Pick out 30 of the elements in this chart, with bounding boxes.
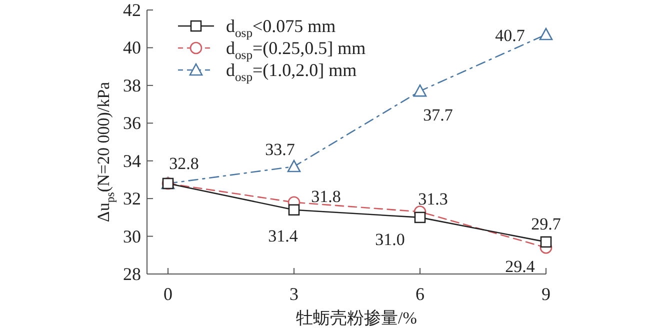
y-tick-label: 40 <box>123 38 141 58</box>
point <box>413 84 427 97</box>
data-label: 31.0 <box>375 230 405 249</box>
y-tick-label: 36 <box>123 113 141 134</box>
x-tick-label: 6 <box>416 284 424 304</box>
data-label: 29.4 <box>505 257 536 276</box>
point <box>539 28 553 40</box>
point <box>287 160 301 172</box>
y-tick-label: 34 <box>123 150 141 171</box>
data-label: 31.8 <box>311 186 341 206</box>
x-tick-label: 0 <box>164 284 172 304</box>
y-tick-label: 42 <box>123 0 141 20</box>
point <box>288 204 300 216</box>
data-label: 29.7 <box>531 214 562 234</box>
y-tick-label: 32 <box>123 188 141 209</box>
data-label: 32.8 <box>169 154 199 173</box>
y-tick-label: 30 <box>123 226 141 246</box>
data-label: 31.3 <box>418 189 448 208</box>
data-label: 31.4 <box>268 226 298 246</box>
x-tick-label: 3 <box>290 284 298 304</box>
data-label: 40.7 <box>495 26 526 46</box>
x-tick-label: 9 <box>542 284 550 304</box>
point <box>414 212 426 224</box>
legend-label: d$_{osp}$<0.075 mm <box>226 16 336 40</box>
data-label: 37.7 <box>423 106 454 125</box>
y-tick-label: 38 <box>123 75 141 96</box>
data-label: 33.7 <box>265 140 296 160</box>
x-axis-title: 牡蛎壳粉掺量/% <box>296 308 417 328</box>
y-tick-label: 28 <box>123 264 141 284</box>
point <box>540 236 552 248</box>
